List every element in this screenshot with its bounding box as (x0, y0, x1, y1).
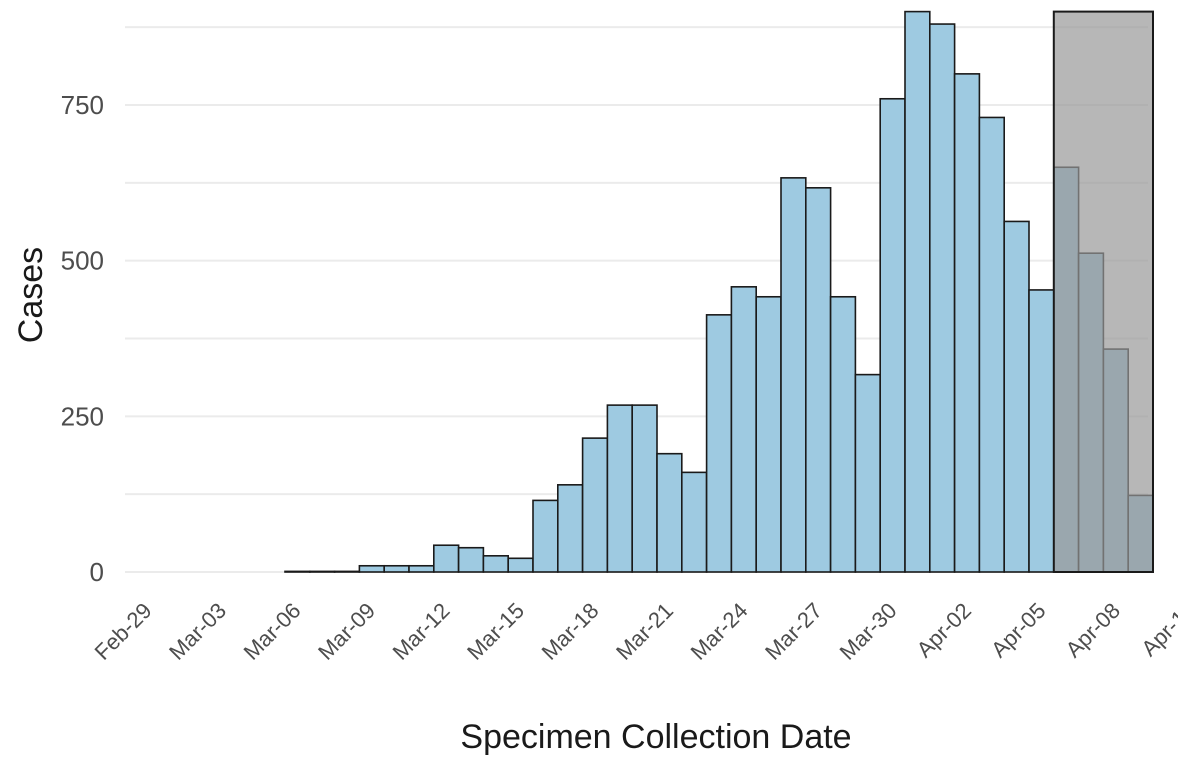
bar-mar-09 (358, 564, 385, 573)
x-tick-label: Mar-27 (760, 598, 827, 665)
y-tick-label: 500 (61, 246, 104, 276)
bar-mar-07 (308, 570, 336, 573)
bar-mar-30 (879, 97, 906, 573)
x-tick-label: Mar-12 (388, 598, 455, 665)
x-tick-label: Mar-09 (313, 598, 380, 665)
bar-mar-12 (432, 544, 460, 573)
x-tick-label: Mar-06 (239, 598, 306, 665)
shaded-region (1052, 10, 1155, 574)
x-tick-label: Mar-15 (462, 598, 529, 665)
x-axis-title: Specimen Collection Date (460, 718, 851, 756)
x-tick-label: Mar-18 (537, 598, 604, 665)
y-axis-ticks: 0 250 500 750 (61, 90, 104, 587)
bar-mar-10 (383, 564, 410, 573)
bar-apr-04 (1003, 220, 1030, 573)
bar-mar-21 (656, 452, 683, 573)
bar-apr-02 (953, 73, 981, 573)
bar-mar-06 (284, 570, 311, 573)
x-tick-label: Feb-29 (90, 598, 157, 665)
bars (284, 10, 1154, 573)
bar-mar-08 (333, 570, 361, 573)
bar-mar-20 (631, 404, 658, 573)
bar-apr-05 (1028, 289, 1055, 573)
bar-mar-26 (780, 177, 807, 573)
bar-mar-23 (705, 314, 733, 573)
x-axis-ticks: Feb-29 Mar-03 Mar-06 Mar-09 Mar-12 Mar-15 Mar-… (90, 598, 1178, 665)
bar-mar-22 (680, 471, 708, 573)
bar-mar-24 (730, 286, 758, 573)
x-tick-label: Mar-30 (835, 598, 902, 665)
bar-mar-19 (606, 404, 634, 573)
bar-mar-17 (556, 484, 584, 573)
bar-mar-29 (854, 373, 882, 573)
y-tick-label: 0 (90, 557, 104, 587)
x-tick-label: Apr-05 (986, 598, 1050, 662)
x-tick-label: Apr-02 (912, 598, 976, 662)
bar-mar-18 (581, 437, 609, 573)
bar-mar-15 (507, 557, 534, 573)
bar-apr-01 (928, 23, 956, 573)
bar-apr-03 (978, 116, 1006, 573)
x-tick-label: Mar-03 (164, 598, 231, 665)
bar-mar-16 (532, 499, 559, 573)
bar-mar-13 (457, 546, 485, 573)
x-tick-label: Apr-08 (1061, 598, 1125, 662)
incomplete-data-region (1052, 10, 1155, 574)
y-tick-label: 750 (61, 90, 104, 120)
y-axis-title: Cases (12, 247, 50, 343)
bar-mar-11 (408, 564, 435, 573)
bar-mar-27 (804, 187, 832, 573)
y-tick-label: 250 (61, 401, 104, 431)
x-tick-label: Apr-11 (1136, 598, 1178, 661)
bar-mar-31 (904, 10, 931, 573)
x-tick-label: Mar-24 (686, 598, 753, 665)
x-tick-label: Mar-21 (611, 598, 678, 665)
bar-mar-25 (755, 295, 782, 573)
bar-mar-14 (482, 555, 509, 573)
bar-mar-28 (829, 295, 857, 573)
